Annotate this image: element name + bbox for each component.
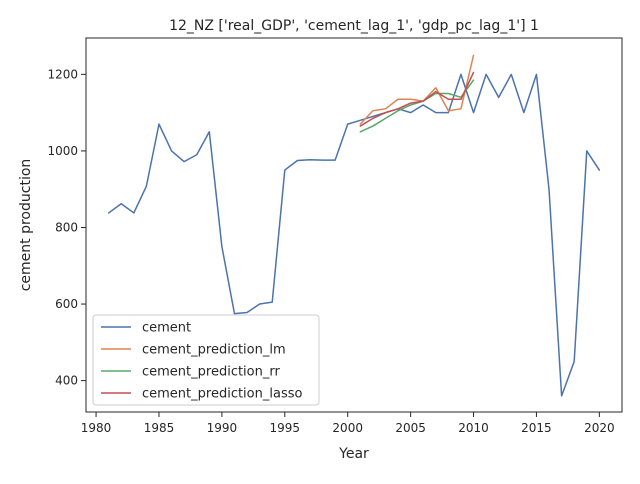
x-tick-label: 2000: [332, 421, 363, 435]
x-tick-label: 1985: [144, 421, 175, 435]
plot-frame: [85, 37, 623, 413]
y-tick-label: 600: [55, 297, 78, 311]
x-tick-label: 2010: [458, 421, 489, 435]
legend-label-cement-prediction-lasso: cement_prediction_lasso: [142, 387, 302, 402]
series-line-cement: [107, 73, 601, 397]
series-line-cement-prediction-lm: [359, 54, 475, 125]
y-tick-label: 800: [55, 220, 78, 234]
series-line-cement-prediction-lasso: [359, 71, 475, 127]
x-tick-label: 2020: [584, 421, 615, 435]
legend: cement cement_prediction_lm cement_predict…: [92, 314, 320, 406]
y-axis-ticks: 400 600 800 1000 1200: [47, 67, 86, 388]
legend-label-cement: cement: [142, 321, 191, 336]
legend-box: [92, 314, 320, 406]
x-tick-label: 1990: [207, 421, 238, 435]
plot-lines: [107, 54, 601, 397]
series-line-cement-prediction-rr: [359, 79, 475, 133]
x-tick-label: 1980: [81, 421, 112, 435]
x-tick-label: 1995: [270, 421, 301, 435]
x-tick-label: 2015: [521, 421, 552, 435]
x-axis-label: Year: [338, 446, 369, 462]
legend-label-cement-prediction-rr: cement_prediction_rr: [142, 365, 280, 380]
y-axis-label: cement production: [18, 159, 34, 292]
y-tick-label: 1200: [47, 67, 78, 81]
y-tick-label: 1000: [47, 144, 78, 158]
y-tick-label: 400: [55, 374, 78, 388]
chart-title: 12_NZ ['real_GDP', 'cement_lag_1', 'gdp_…: [169, 18, 539, 34]
x-axis-ticks: 1980 1985 1990 1995 2000 2005 2010 2015 2020: [81, 412, 615, 435]
x-tick-label: 2005: [395, 421, 426, 435]
legend-label-cement-prediction-lm: cement_prediction_lm: [142, 343, 286, 358]
